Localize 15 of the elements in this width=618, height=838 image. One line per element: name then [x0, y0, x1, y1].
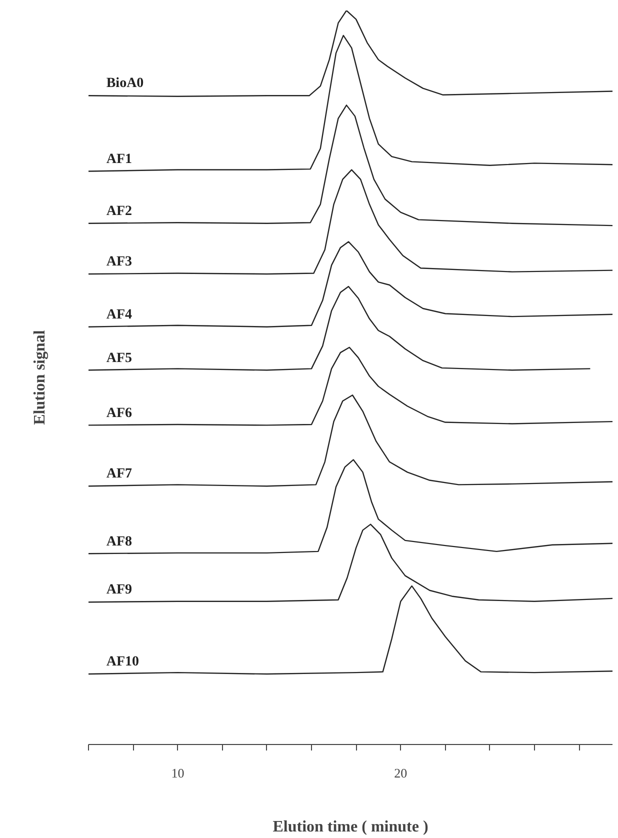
series-label: BioA0	[106, 76, 144, 92]
series-label: AF8	[106, 534, 132, 550]
series-label: AF3	[106, 254, 132, 270]
y-axis-title: Elution signal	[32, 330, 48, 425]
x-tick-label: 20	[394, 766, 408, 780]
x-tick-label: 10	[171, 766, 184, 780]
series-label: AF7	[106, 466, 132, 482]
x-axis-title: Elution time ( minute )	[272, 818, 428, 836]
series-label: AF2	[106, 204, 132, 219]
series-label: AF4	[106, 307, 132, 322]
series-label: AF10	[106, 654, 140, 670]
series-label: AF9	[106, 582, 132, 598]
series-label: AF6	[106, 406, 132, 421]
series-label: AF1	[106, 152, 132, 167]
series-label: AF5	[106, 350, 132, 366]
